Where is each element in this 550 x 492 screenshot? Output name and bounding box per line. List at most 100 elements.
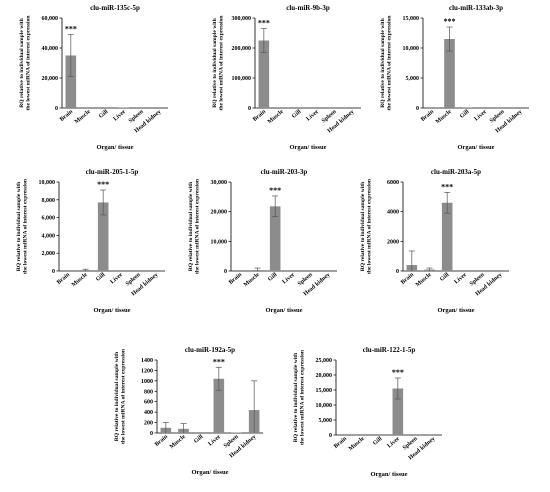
category-label: Gill bbox=[291, 109, 303, 120]
chart-title: clu-miR-135c-5p bbox=[90, 4, 140, 12]
y-axis-label-line: the lowest miRNA of interest expression bbox=[195, 178, 201, 274]
y-axis-label: RQ relative to individual sample withthe… bbox=[188, 178, 201, 274]
chart-title: clu-miR-205-1-5p bbox=[86, 168, 139, 176]
y-tick-label: 0 bbox=[396, 269, 399, 275]
y-tick-label: 6000 bbox=[387, 180, 399, 186]
chart-panel-7: clu-miR-192a-5p RQ relative to individual… bbox=[114, 346, 263, 476]
y-axis-label: RQ relative to individual sample withthe… bbox=[114, 348, 127, 444]
bar-spleen bbox=[231, 432, 242, 433]
y-axis-label-line: the lowest miRNA of interest expression bbox=[300, 349, 306, 445]
y-tick-label: 0 bbox=[52, 269, 55, 275]
category-label: Muscle bbox=[415, 272, 433, 289]
y-axis-label: RQ relative to individual sample withthe… bbox=[16, 178, 29, 274]
y-axis-label-line: RQ relative to individual sample with bbox=[360, 181, 366, 271]
category-label: Brain bbox=[333, 436, 349, 450]
category-label: Gill bbox=[98, 109, 110, 120]
y-axis-label-line: the lowest miRNA of interest expression bbox=[23, 178, 29, 274]
x-axis-label: Organ/ tissue bbox=[191, 469, 228, 476]
category-label: Liver bbox=[454, 272, 469, 286]
y-axis-label: RQ relative to individual sample withthe… bbox=[293, 349, 306, 445]
category-label: Brain bbox=[420, 109, 436, 123]
category-label: Gill bbox=[193, 434, 205, 445]
y-axis-label-line: RQ relative to individual sample with bbox=[212, 17, 218, 107]
y-tick-label: 6,000 bbox=[42, 216, 56, 222]
category-label: Brain bbox=[59, 109, 75, 123]
y-axis-label-line: RQ relative to individual sample with bbox=[293, 352, 299, 442]
chart-panel-4: clu-miR-205-1-5p RQ relative to individua… bbox=[16, 168, 165, 314]
y-tick-label: 20,000 bbox=[211, 210, 228, 216]
y-tick-label: 1200 bbox=[141, 368, 153, 374]
significance-marker: *** bbox=[97, 180, 109, 189]
y-tick-label: 20,000 bbox=[316, 373, 333, 379]
y-tick-label: 100,000 bbox=[232, 76, 252, 82]
y-axis-label-line: RQ relative to individual sample with bbox=[16, 181, 22, 271]
y-tick-label: 5,000 bbox=[319, 418, 333, 424]
x-axis-label: Organ/ tissue bbox=[457, 144, 494, 151]
y-tick-label: 0 bbox=[416, 106, 419, 112]
category-label: Muscle bbox=[169, 434, 187, 451]
y-tick-label: 0 bbox=[150, 431, 153, 437]
y-tick-label: 15,000 bbox=[316, 388, 333, 394]
y-tick-label: 0 bbox=[224, 269, 227, 275]
x-axis-label: Organ/ tissue bbox=[265, 307, 302, 314]
x-axis-label: Organ/ tissue bbox=[370, 471, 407, 478]
category-label: Muscle bbox=[71, 272, 89, 289]
y-tick-label: 20,000 bbox=[42, 76, 59, 82]
y-axis-label-line: RQ relative to individual sample with bbox=[114, 351, 120, 441]
significance-marker: *** bbox=[65, 25, 77, 34]
category-label: Gill bbox=[267, 272, 279, 283]
y-axis-label-line: RQ relative to individual sample with bbox=[188, 181, 194, 271]
y-tick-label: 8,000 bbox=[42, 198, 56, 204]
y-axis-label: RQ relative to individual sample withthe… bbox=[19, 15, 32, 111]
category-label: Gill bbox=[95, 272, 107, 283]
y-tick-label: 1400 bbox=[141, 358, 153, 364]
x-axis-label: Organ/ tissue bbox=[289, 144, 326, 151]
chart-title: clu-miR-192a-5p bbox=[185, 346, 235, 354]
category-label: Muscle bbox=[267, 109, 285, 126]
significance-marker: *** bbox=[213, 357, 225, 366]
category-label: Liver bbox=[306, 109, 321, 123]
category-label: Muscle bbox=[435, 109, 453, 126]
y-tick-label: 25,000 bbox=[316, 358, 333, 364]
y-tick-label: 15,000 bbox=[403, 16, 420, 22]
category-label: Liver bbox=[208, 434, 223, 448]
y-tick-label: 200,000 bbox=[232, 46, 252, 52]
significance-marker: *** bbox=[441, 182, 453, 191]
category-label: Brain bbox=[400, 272, 416, 286]
chart-panel-3: clu-miR-133ab-3p RQ relative to individua… bbox=[380, 4, 529, 151]
category-label: Brain bbox=[154, 434, 170, 448]
y-tick-label: 10,000 bbox=[39, 180, 56, 186]
y-axis-label-line: the lowest miRNA of interest expression bbox=[26, 15, 32, 111]
y-tick-label: 2,000 bbox=[42, 251, 56, 257]
y-axis-label-line: RQ relative to individual sample with bbox=[19, 17, 25, 107]
y-tick-label: 60,000 bbox=[42, 16, 59, 22]
x-axis-label: Organ/ tissue bbox=[96, 144, 133, 151]
y-axis-label-line: the lowest miRNA of interest expression bbox=[387, 15, 393, 111]
y-tick-label: 600 bbox=[144, 400, 153, 406]
y-tick-label: 400 bbox=[144, 410, 153, 416]
significance-marker: *** bbox=[269, 186, 281, 195]
y-tick-label: 4,000 bbox=[42, 233, 56, 239]
y-tick-label: 10,000 bbox=[403, 46, 420, 52]
y-axis-label-line: RQ relative to individual sample with bbox=[380, 17, 386, 107]
chart-panel-1: clu-miR-135c-5p RQ relative to individual… bbox=[19, 4, 168, 151]
x-axis-label: Organ/ tissue bbox=[437, 307, 474, 314]
category-label: Gill bbox=[459, 109, 471, 120]
category-label: Liver bbox=[110, 272, 125, 286]
y-axis-label-line: the lowest miRNA of interest expression bbox=[367, 178, 373, 274]
y-axis-label: RQ relative to individual sample withthe… bbox=[380, 15, 393, 111]
chart-title: clu-miR-133ab-3p bbox=[449, 4, 503, 12]
category-label: Gill bbox=[372, 436, 384, 447]
significance-marker: *** bbox=[258, 19, 270, 28]
category-label: Brain bbox=[56, 272, 72, 286]
y-tick-label: 200 bbox=[144, 421, 153, 427]
y-tick-label: 0 bbox=[329, 433, 332, 439]
y-tick-label: 40,000 bbox=[42, 46, 59, 52]
category-label: Liver bbox=[387, 436, 402, 450]
significance-marker: *** bbox=[444, 17, 456, 26]
y-tick-label: 300,000 bbox=[232, 16, 252, 22]
